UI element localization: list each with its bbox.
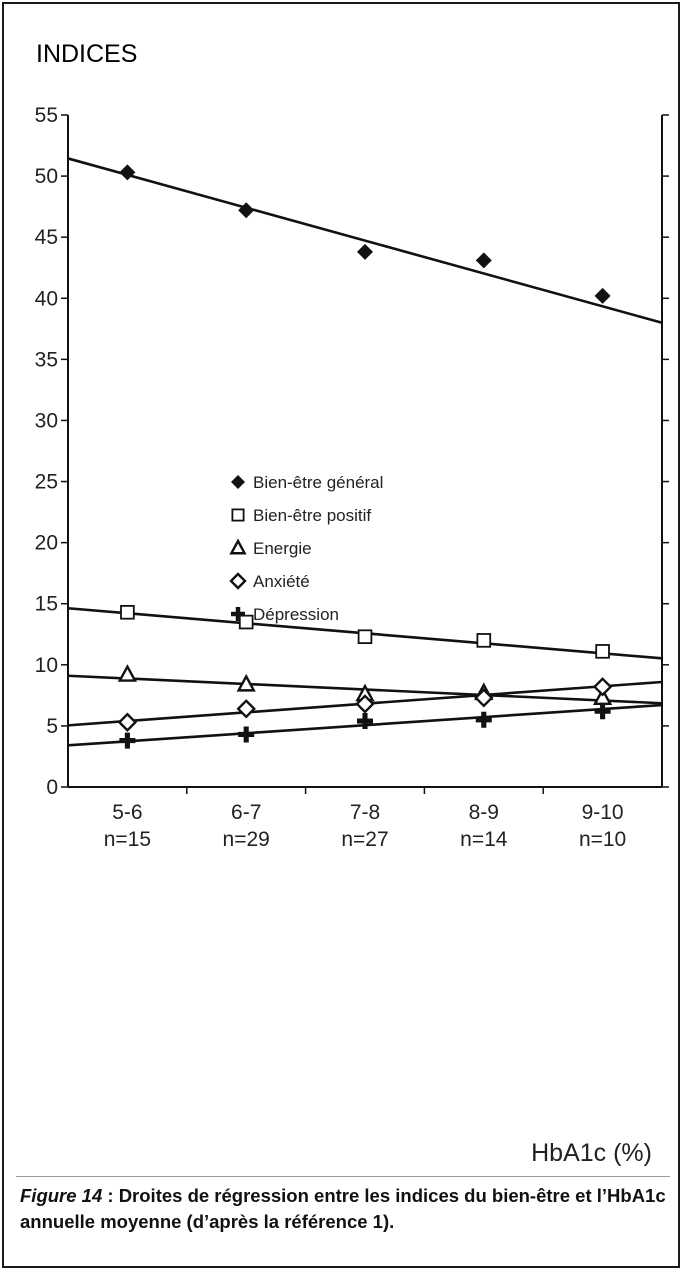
legend-label: Bien-être positif — [253, 506, 371, 525]
figure-caption: Figure 14 : Droites de régression entre … — [20, 1183, 670, 1235]
data-point — [475, 252, 492, 269]
data-point — [236, 673, 256, 692]
y-ticks: 0 5 10 15 20 25 30 35 40 45 50 55 — [35, 104, 669, 799]
data-point — [357, 713, 373, 730]
x-tick-count: n=15 — [104, 828, 151, 851]
data-point — [120, 604, 135, 620]
y-tick-label: 55 — [35, 104, 58, 127]
data-point — [119, 732, 136, 749]
legend-symbol — [229, 572, 247, 590]
data-point — [357, 243, 373, 260]
data-point — [236, 699, 256, 719]
x-tick-label: 8-9 — [469, 801, 499, 824]
data-point — [595, 644, 610, 659]
y-tick-label: 20 — [35, 532, 58, 555]
data-point — [474, 688, 494, 708]
legend: Bien-être général Bien-être positif Energi… — [229, 473, 383, 624]
y-tick-label: 35 — [35, 348, 58, 371]
data-point — [592, 677, 613, 697]
y-tick-label: 5 — [46, 715, 58, 738]
x-ticks: 5-6 n=15 6-7 n=29 7-8 n=27 8-9 n=14 9-10 n=10 — [104, 787, 626, 851]
legend-symbol — [231, 475, 245, 489]
caption-separator — [16, 1176, 670, 1177]
legend-symbol — [231, 607, 245, 621]
y-tick-label: 45 — [35, 226, 58, 249]
legend-label: Dépression — [253, 605, 339, 624]
data-markers — [117, 164, 613, 749]
data-point — [475, 711, 492, 728]
y-tick-label: 0 — [46, 776, 58, 799]
x-tick-label: 5-6 — [112, 801, 142, 824]
data-point — [119, 164, 136, 181]
y-tick-label: 30 — [35, 409, 58, 432]
data-point — [594, 703, 611, 720]
y-tick-label: 40 — [35, 287, 58, 310]
data-point — [594, 287, 611, 304]
data-point — [355, 694, 375, 714]
data-point — [117, 664, 138, 682]
legend-label: Bien-être général — [253, 473, 383, 492]
chart: INDICES 0 5 10 15 20 25 30 35 40 45 50 55 5-6 n=15 6-… — [35, 40, 669, 1167]
x-tick-count: n=14 — [460, 828, 508, 851]
x-tick-label: 7-8 — [350, 801, 380, 824]
legend-label: Anxiété — [253, 572, 310, 591]
y-tick-label: 15 — [35, 593, 58, 616]
legend-symbol — [231, 508, 245, 522]
data-point — [476, 633, 492, 648]
x-tick-count: n=10 — [579, 828, 626, 851]
legend-label: Energie — [253, 539, 312, 558]
regression-line — [67, 157, 663, 325]
legend-symbol — [229, 538, 247, 555]
y-axis-title: INDICES — [36, 40, 137, 68]
data-point — [238, 614, 254, 630]
data-point — [238, 726, 255, 743]
figure-label: Figure 14 — [20, 1185, 103, 1206]
data-point — [117, 712, 138, 732]
caption-text: : Droites de régression entre les indice… — [20, 1185, 666, 1232]
y-tick-label: 25 — [35, 471, 58, 494]
x-tick-label: 9-10 — [582, 801, 624, 824]
x-axis-title: HbA1c (%) — [531, 1139, 652, 1167]
data-point — [238, 202, 255, 219]
x-tick-count: n=27 — [341, 828, 388, 851]
data-point — [357, 629, 373, 645]
y-tick-label: 10 — [35, 654, 58, 677]
y-tick-label: 50 — [35, 165, 58, 188]
x-tick-label: 6-7 — [231, 801, 261, 824]
x-tick-count: n=29 — [223, 828, 270, 851]
plot-axes — [67, 115, 663, 788]
